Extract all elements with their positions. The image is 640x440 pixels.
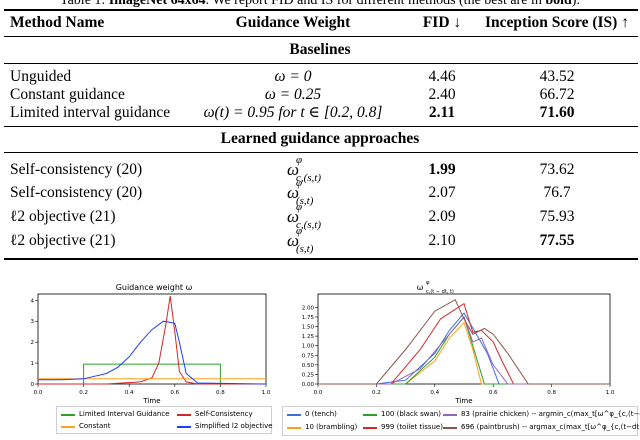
bottom-rule: [4, 258, 638, 260]
header-is: Inception Score (IS) ↑: [485, 14, 629, 31]
row-unguided-is: 43.52: [539, 68, 575, 85]
y-tick-label: 1.75: [302, 315, 315, 321]
section-rule: [4, 63, 638, 64]
x-tick-label: 0.0: [314, 390, 323, 396]
row-l2-c-weight: ω φ c,(s,t): [286, 201, 322, 231]
row-sc-c-is: 73.62: [539, 161, 575, 178]
row-l2-is: 77.55: [539, 232, 575, 249]
legend-swatch: [177, 426, 191, 428]
y-tick-label: 0.75: [302, 353, 315, 359]
header-weight: Guidance Weight: [235, 14, 351, 31]
y-tick-label: 0.50: [302, 363, 315, 369]
x-tick-label: 0.8: [547, 390, 556, 396]
x-tick-label: 0.2: [79, 390, 88, 396]
series-line-3: [38, 320, 267, 385]
left-chart-title: Guidance weight ω: [116, 283, 193, 292]
x-tick-label: 0.8: [216, 390, 225, 396]
row-l2-c-is: 75.93: [539, 208, 575, 225]
y-tick-label: 1.25: [302, 334, 315, 340]
right-chart-title-sup: φ: [426, 280, 430, 286]
x-tick-label: 1.0: [606, 390, 615, 396]
learned-rule-top: [4, 126, 638, 127]
row-sc-weight: ω φ (s,t): [286, 177, 314, 207]
learned-rule-bottom: [4, 152, 638, 153]
right-legend: 0 (tench) 10 (brambling) 100 (black swan…: [282, 406, 640, 436]
row-unguided-method: Unguided: [10, 68, 72, 85]
y-tick-label: 4: [31, 298, 35, 304]
series-line-3: [318, 302, 610, 385]
row-sc-is: 76.7: [543, 184, 571, 201]
right-chart: 0.0 0.2 0.4 0.6 0.8 1.0 0.00 0.25 0.50 0.75 1.00 1.…: [302, 293, 615, 405]
legend-swatch: [61, 426, 75, 428]
x-tick-label: 0.2: [372, 390, 381, 396]
y-tick-label: 0: [31, 382, 35, 388]
left-chart: 0.0 0.2 0.4 0.6 0.8 1.0 0 1 2 3 4 Time: [31, 293, 271, 405]
row-l2-fid: 2.10: [428, 232, 456, 249]
header-method: Method Name: [10, 14, 105, 31]
series-line-0: [318, 312, 610, 385]
legend-swatch: [363, 414, 377, 416]
x-tick-label: 0.4: [125, 390, 134, 396]
y-tick-label: 3: [31, 319, 35, 325]
row-limited-fid: 2.11: [428, 104, 456, 121]
row-constant-fid: 2.40: [428, 86, 456, 103]
legend-swatch: [177, 414, 191, 416]
top-rule: [4, 9, 638, 11]
header-rule: [4, 36, 638, 37]
row-limited-weight: ω(t) = 0.95 for t ∈ [0.2, 0.8]: [203, 104, 383, 121]
plot-frame: [37, 293, 267, 385]
row-constant-is: 66.72: [539, 86, 575, 103]
figure-panel: Guidance weight ω ω φ c,(t − dt, t) 0.0 0…: [31, 280, 615, 405]
series-line-5: [318, 298, 610, 385]
left-legend: Limited Interval Guidance Self-Consisten…: [56, 406, 273, 434]
y-tick-label: 1.00: [302, 344, 315, 350]
legend-swatch: [443, 414, 457, 416]
row-sc-method: Self-consistency (20): [10, 184, 143, 201]
table-caption: Table 1: ImageNet 64x64. We report FID a…: [60, 0, 580, 8]
row-sc-c-method: Self-consistency (20): [10, 161, 143, 178]
row-unguided-weight: ω = 0: [274, 68, 312, 85]
row-sc-c-fid: 1.99: [428, 161, 456, 178]
legend-swatch: [443, 427, 457, 429]
legend-swatch: [287, 427, 301, 429]
series-line-0: [38, 363, 266, 385]
legend-swatch: [363, 427, 377, 429]
row-l2-c-fid: 2.09: [428, 208, 456, 225]
x-tick-label: 0.6: [489, 390, 498, 396]
row-constant-method: Constant guidance: [10, 86, 125, 103]
y-tick-label: 1.50: [302, 325, 315, 331]
legend-swatch: [287, 414, 301, 416]
x-tick-label: 0.6: [170, 390, 179, 396]
row-sc-c-weight: ω φ c,(s,t): [286, 154, 322, 184]
series-line-1: [38, 296, 266, 385]
section-baselines: Baselines: [289, 41, 351, 58]
row-unguided-fid: 4.46: [428, 68, 456, 85]
x-tick-label: 1.0: [262, 390, 271, 396]
y-tick-label: 2.00: [302, 305, 315, 311]
y-tick-label: 0.25: [302, 372, 315, 378]
x-tick-label: 0.4: [430, 390, 439, 396]
legend-swatch: [61, 414, 75, 416]
row-l2-method: ℓ2 objective (21): [10, 232, 116, 249]
plot-frame: [317, 293, 611, 385]
section-learned: Learned guidance approaches: [220, 130, 420, 147]
series-line-4: [318, 316, 610, 385]
row-limited-method: Limited interval guidance: [10, 104, 171, 121]
series-line-2: [318, 315, 610, 385]
y-tick-label: 2: [31, 340, 35, 346]
right-chart-title: ω: [417, 283, 424, 292]
row-l2-c-method: ℓ2 objective (21): [10, 208, 116, 225]
y-tick-label: 1: [31, 361, 35, 367]
x-axis-label: Time: [142, 397, 160, 405]
x-axis-label: Time: [454, 397, 472, 405]
series-line-1: [318, 321, 610, 385]
row-limited-is: 71.60: [539, 104, 575, 121]
row-sc-fid: 2.07: [428, 184, 456, 201]
right-chart-title-sub: c,(t − dt, t): [426, 289, 454, 295]
y-tick-label: 0.00: [302, 382, 315, 388]
row-l2-weight: ω φ (s,t): [286, 225, 314, 255]
row-constant-weight: ω = 0.25: [264, 86, 322, 103]
header-fid: FID ↓: [422, 14, 462, 31]
x-tick-label: 0.0: [34, 390, 43, 396]
